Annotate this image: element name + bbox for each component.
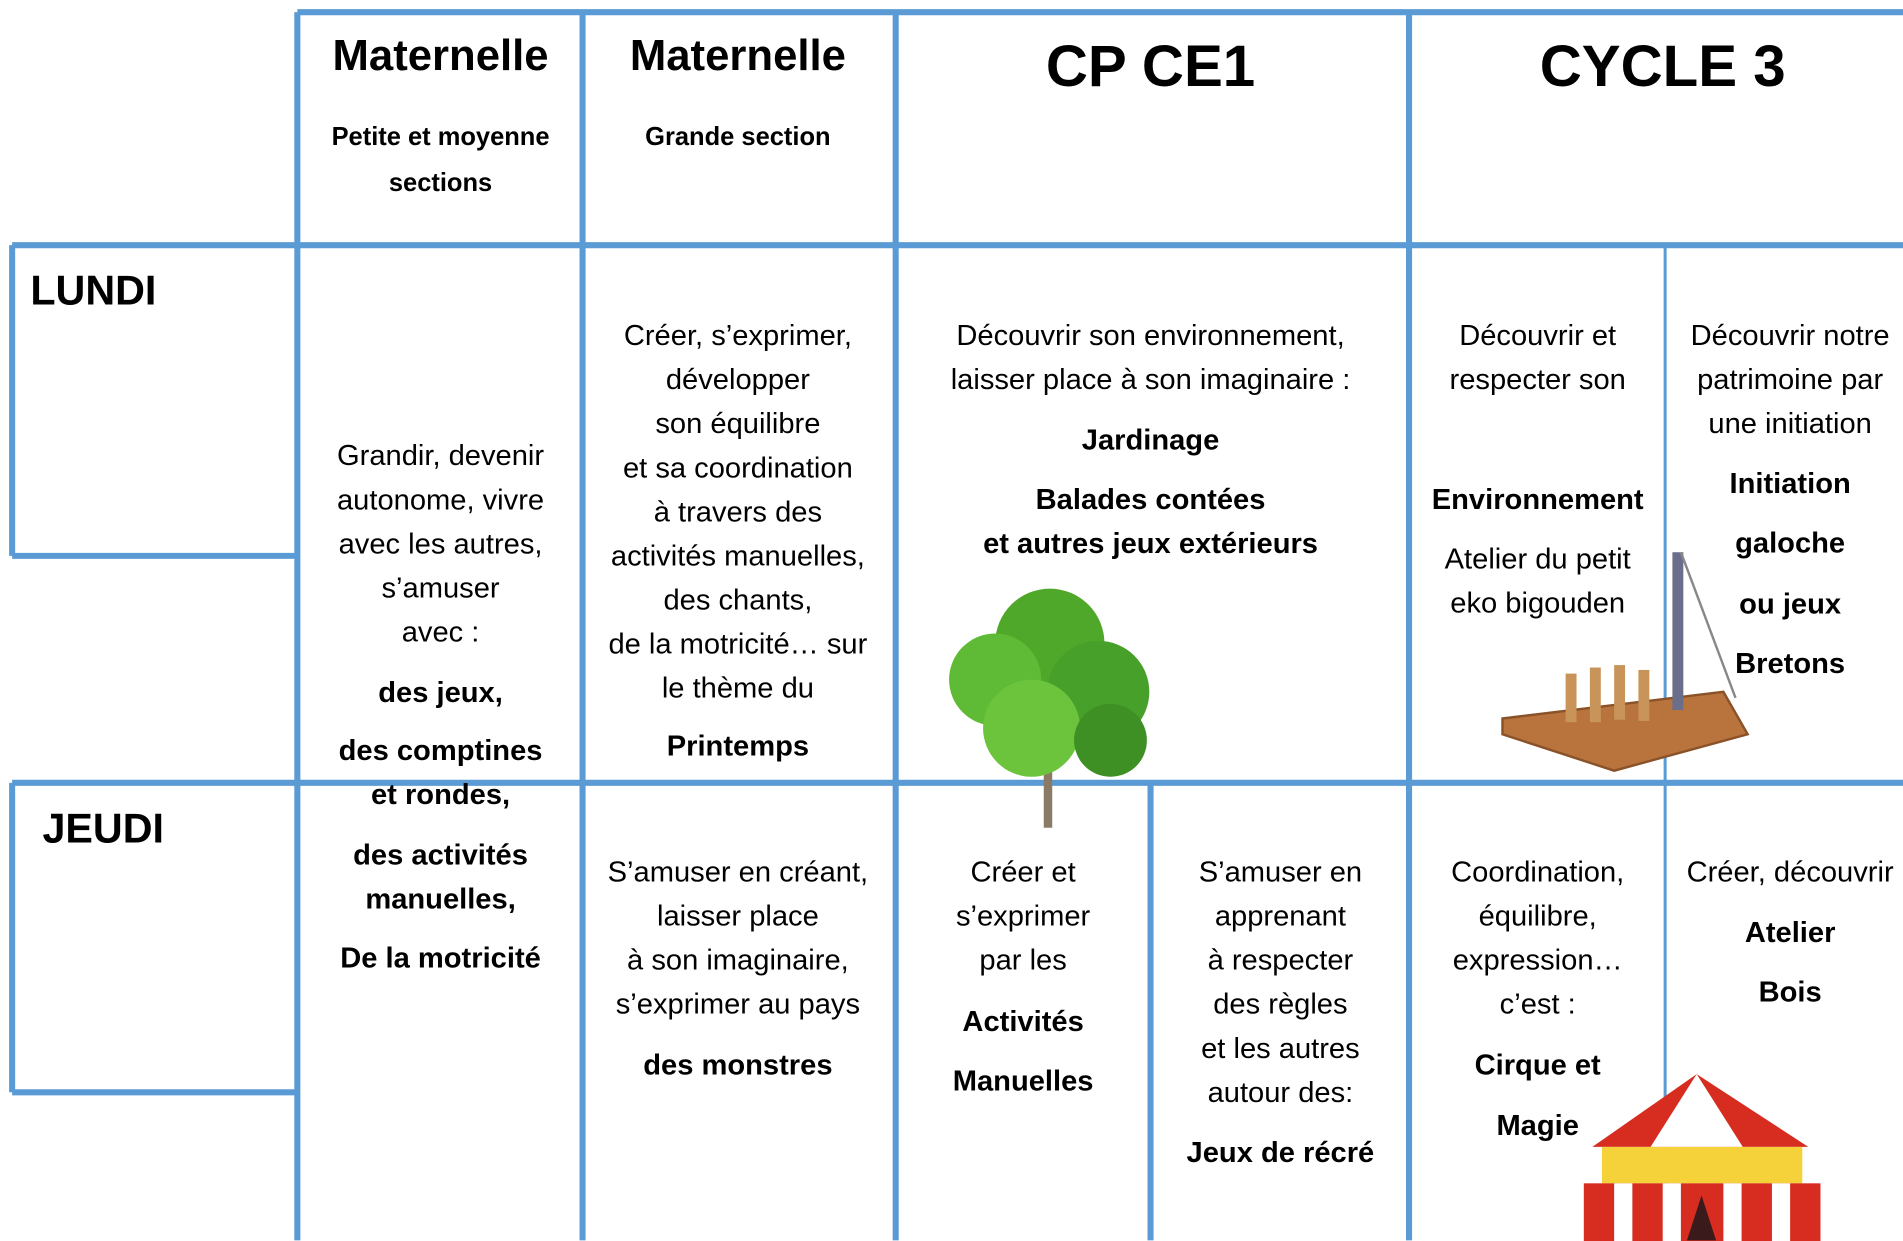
- cell-text: s’amuser: [382, 572, 500, 604]
- cell-text: à travers des: [654, 496, 822, 528]
- cell-text: autonome, vivre: [337, 484, 544, 516]
- circus-illustration: [1583, 1074, 1821, 1241]
- cell-text-bold: Environnement: [1432, 484, 1644, 516]
- day-label: LUNDI: [30, 268, 156, 314]
- cell-text-bold: Atelier: [1745, 917, 1836, 949]
- cell-text: des règles: [1213, 989, 1347, 1021]
- cell-text: respecter son: [1450, 364, 1626, 396]
- cell-text-bold: Jardinage: [1082, 424, 1220, 456]
- cell-text-bold: et autres jeux extérieurs: [983, 528, 1318, 560]
- cell-text-bold: Magie: [1496, 1110, 1579, 1142]
- cell-text: laisser place: [657, 901, 819, 933]
- cell-text: à son imaginaire,: [627, 945, 849, 977]
- cell-text-bold: Jeux de récré: [1187, 1137, 1375, 1169]
- table-grid: [9, 9, 1903, 1241]
- day-label: JEUDI: [42, 805, 164, 851]
- cell-text: c’est :: [1500, 989, 1576, 1021]
- cell-text: s’exprimer au pays: [616, 989, 860, 1021]
- cell-text: patrimoine par: [1697, 364, 1883, 396]
- cell-text-bold: des activités: [353, 840, 528, 872]
- cell-text-bold: ou jeux: [1739, 588, 1841, 620]
- cell-text: Atelier du petit: [1445, 543, 1631, 575]
- cell-text: à respecter: [1208, 945, 1354, 977]
- cell-text: S’amuser en créant,: [608, 857, 869, 889]
- cell-text: avec :: [402, 616, 480, 648]
- cell-text-bold: galoche: [1735, 528, 1845, 560]
- cell-text: et sa coordination: [623, 452, 853, 484]
- cell-text: apprenant: [1215, 901, 1346, 933]
- cell-text: des chants,: [663, 584, 812, 616]
- cell-text: expression…: [1453, 945, 1623, 977]
- cell-text: une initiation: [1708, 408, 1871, 440]
- cell-text-bold: Balades contées: [1036, 484, 1266, 516]
- cell-text: son équilibre: [655, 408, 820, 440]
- cell-text-bold: Initiation: [1729, 468, 1850, 500]
- cell-text-bold: Bretons: [1735, 648, 1845, 680]
- cell-text: de la motricité… sur: [608, 628, 867, 660]
- cell-text-bold: Manuelles: [953, 1065, 1094, 1097]
- cell-text: avec les autres,: [339, 528, 543, 560]
- cell-text: Découvrir notre: [1691, 320, 1890, 352]
- cell-text-bold: Cirque et: [1475, 1050, 1601, 1082]
- cell-text: Découvrir son environnement,: [956, 320, 1344, 352]
- galoche-illustration: [1501, 551, 1750, 772]
- cell-text: par les: [979, 945, 1066, 977]
- cell-text: Créer, s’exprimer,: [624, 320, 852, 352]
- cell-text: autour des:: [1208, 1077, 1354, 1109]
- cell-text-bold: Bois: [1759, 977, 1822, 1009]
- cell-text: développer: [666, 364, 810, 396]
- cell-text: Coordination,: [1451, 857, 1624, 889]
- cell-text-bold: des monstres: [643, 1050, 832, 1082]
- cell-text: eko bigouden: [1450, 587, 1625, 619]
- cell-text-bold: des comptines: [339, 735, 543, 767]
- cell-text-bold: manuelles,: [365, 884, 515, 916]
- cell-text: s’exprimer: [956, 901, 1091, 933]
- cell-text: Grandir, devenir: [337, 440, 544, 472]
- cell-text-bold: De la motricité: [340, 943, 541, 975]
- column-subtitle: sections: [389, 169, 492, 197]
- cell-text-bold: Printemps: [667, 730, 809, 762]
- cell-text: activités manuelles,: [611, 540, 865, 572]
- cell-text: S’amuser en: [1199, 857, 1362, 889]
- column-title: CYCLE 3: [1540, 34, 1786, 99]
- tree-illustration: [949, 588, 1150, 828]
- cell-text: Créer et: [971, 857, 1076, 889]
- column-title: Maternelle: [333, 31, 549, 80]
- column-subtitle: Petite et moyenne: [332, 123, 550, 151]
- cell-text-bold: des jeux,: [378, 677, 503, 709]
- cell-text-bold: Activités: [962, 1006, 1083, 1038]
- cell-text: Découvrir et: [1459, 320, 1616, 352]
- column-subtitle: Grande section: [645, 123, 830, 151]
- cell-text: laisser place à son imaginaire :: [951, 364, 1351, 396]
- cell-text: le thème du: [662, 673, 814, 705]
- cell-text: Créer, découvrir: [1687, 857, 1894, 889]
- cell-text: et les autres: [1201, 1033, 1360, 1065]
- cell-text: équilibre,: [1479, 901, 1597, 933]
- column-title: CP CE1: [1046, 34, 1255, 99]
- column-title: Maternelle: [630, 31, 846, 80]
- cell-text-bold: et rondes,: [371, 779, 510, 811]
